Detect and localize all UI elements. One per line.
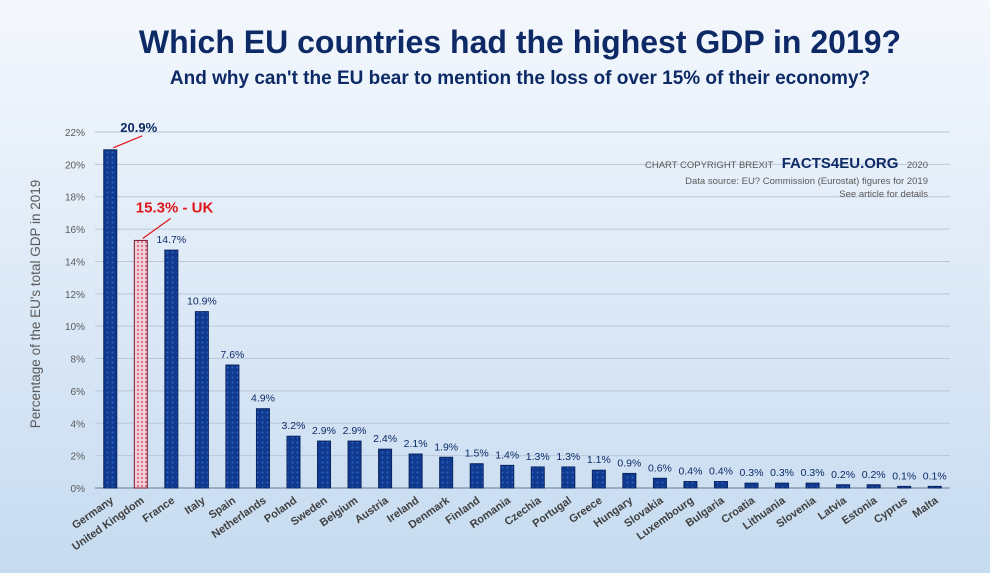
leader-line: [113, 135, 143, 149]
data-label: 0.9%: [617, 457, 641, 469]
x-tick-label: Austria: [353, 494, 392, 526]
data-label: 0.3%: [770, 467, 794, 479]
data-label: 0.1%: [892, 470, 916, 482]
bar-spain: [225, 364, 240, 489]
bar-cyprus: [897, 485, 912, 489]
copyright-year: 2020: [907, 160, 928, 171]
data-label: 1.4%: [495, 449, 519, 461]
bar-slovenia: [805, 482, 820, 489]
data-label: 7.6%: [220, 349, 244, 361]
y-tick-label: 6%: [71, 387, 86, 398]
data-label: 4.9%: [251, 393, 275, 405]
data-label: 2.9%: [312, 425, 336, 437]
bar-portugal: [561, 466, 576, 489]
data-label: 0.3%: [740, 467, 764, 479]
x-tick-label: Italy: [183, 494, 209, 517]
bar-belgium: [347, 440, 362, 489]
bar-sweden: [317, 440, 332, 489]
x-tick-label: Estonia: [840, 494, 880, 527]
bar-slovakia: [652, 477, 667, 489]
bar-romania: [500, 464, 515, 489]
data-label: 0.6%: [648, 462, 672, 474]
bar-greece: [591, 469, 606, 489]
y-tick-label: 20%: [65, 160, 85, 171]
bar-united-kingdom: [133, 239, 148, 489]
x-tick-label: Cyprus: [872, 495, 910, 527]
copyright-block: CHART COPYRIGHT BREXIT FACTS4EU.ORG 2020…: [645, 155, 928, 200]
bar-czechia: [530, 466, 545, 489]
article-note: See article for details: [839, 189, 928, 200]
y-tick-label: 4%: [71, 419, 86, 430]
bar-germany: [103, 149, 118, 489]
y-tick-label: 18%: [65, 193, 85, 204]
data-label: 1.3%: [526, 451, 550, 463]
data-label: 0.3%: [801, 467, 825, 479]
data-label: 14.7%: [156, 234, 186, 246]
bar-denmark: [439, 456, 454, 489]
copyright-prefix: CHART COPYRIGHT BREXIT: [645, 160, 773, 171]
data-label: 1.1%: [587, 454, 611, 466]
bar-italy: [194, 311, 209, 489]
data-label: 0.4%: [709, 466, 733, 478]
y-tick-label: 16%: [65, 225, 85, 236]
data-label: 1.9%: [434, 441, 458, 453]
bar-luxembourg: [683, 481, 698, 489]
bar-ireland: [408, 453, 423, 489]
data-label: 1.5%: [465, 448, 489, 460]
x-tick-label: France: [141, 495, 177, 526]
y-tick-label: 22%: [65, 128, 85, 139]
bar-malta: [927, 485, 942, 489]
data-label: 2.4%: [373, 433, 397, 445]
bar-austria: [378, 448, 393, 489]
data-label: 2.1%: [404, 438, 428, 450]
data-label: 15.3% - UK: [136, 199, 214, 216]
data-label: 0.2%: [831, 469, 855, 481]
bar-poland: [286, 435, 301, 489]
bar-latvia: [836, 484, 851, 489]
data-label: 0.4%: [678, 466, 702, 478]
data-source-note: Data source: EU? Commission (Eurostat) f…: [685, 176, 928, 187]
data-label: 0.1%: [923, 470, 947, 482]
y-tick-label: 0%: [71, 484, 86, 495]
x-tick-label: Malta: [911, 494, 942, 520]
y-tick-label: 10%: [65, 322, 85, 333]
bar-finland: [469, 463, 484, 489]
bar-france: [164, 249, 179, 489]
bar-lithuania: [775, 482, 790, 489]
bar-bulgaria: [713, 481, 728, 489]
bar-hungary: [622, 472, 637, 489]
y-tick-label: 14%: [65, 257, 85, 268]
data-label: 10.9%: [187, 296, 217, 308]
chart-title: Which EU countries had the highest GDP i…: [138, 24, 902, 60]
svg-text:CHART COPYRIGHT BREXIT F: CHART COPYRIGHT BREXIT FACTS4EU.ORG 2020: [645, 155, 928, 172]
y-tick-label: 2%: [71, 452, 86, 463]
y-axis-label: Percentage of the EU's total GDP in 2019: [28, 180, 43, 428]
data-label: 3.2%: [282, 420, 306, 432]
data-label: 20.9%: [120, 120, 157, 135]
data-label: 0.2%: [862, 469, 886, 481]
bar-croatia: [744, 482, 759, 489]
bar-estonia: [866, 484, 881, 489]
data-label: 2.9%: [343, 425, 367, 437]
bar-netherlands: [255, 408, 270, 489]
y-tick-label: 8%: [71, 355, 86, 366]
copyright-brand: FACTS4EU.ORG: [782, 155, 899, 172]
chart-subtitle: And why can't the EU bear to mention the…: [169, 68, 871, 89]
y-tick-label: 12%: [65, 290, 85, 301]
leader-line: [142, 217, 172, 239]
data-label: 1.3%: [556, 451, 580, 463]
